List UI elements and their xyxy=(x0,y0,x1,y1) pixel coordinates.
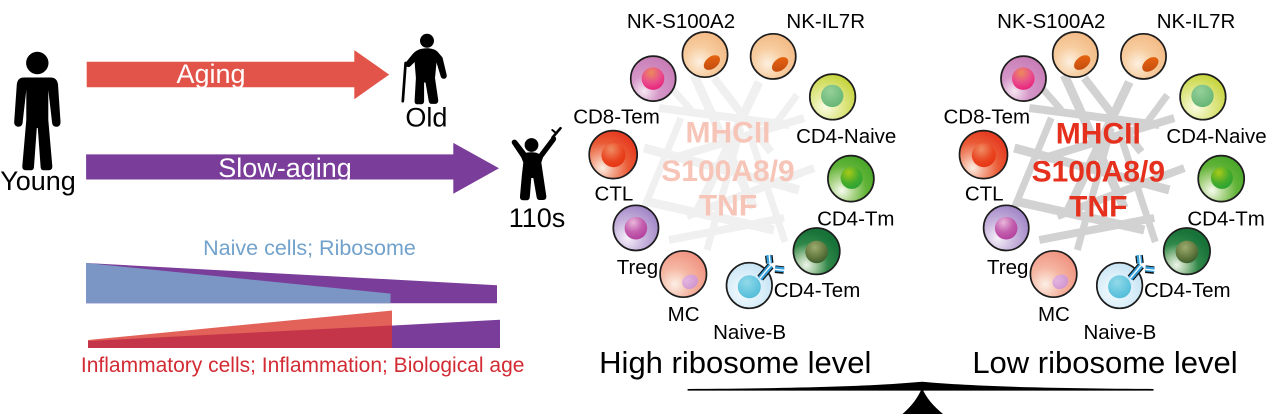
svg-text:NK-IL7R: NK-IL7R xyxy=(786,10,865,33)
svg-text:Inflammatory cells; Inflammati: Inflammatory cells; Inflammation; Biolog… xyxy=(81,354,525,377)
svg-text:CD4-Tm: CD4-Tm xyxy=(1187,208,1264,231)
svg-text:Treg: Treg xyxy=(617,256,658,279)
svg-text:CD4-Tem: CD4-Tem xyxy=(1144,279,1231,302)
svg-text:MHCII: MHCII xyxy=(686,117,771,150)
svg-text:S100A8/9: S100A8/9 xyxy=(1032,156,1165,189)
svg-text:Naive-B: Naive-B xyxy=(713,321,786,344)
svg-text:Naive cells; Ribosome: Naive cells; Ribosome xyxy=(203,236,416,260)
svg-text:110s: 110s xyxy=(509,203,566,233)
svg-text:High ribosome level: High ribosome level xyxy=(599,345,871,380)
svg-text:CD8-Tem: CD8-Tem xyxy=(573,106,660,129)
svg-text:NK-S100A2: NK-S100A2 xyxy=(627,10,735,33)
svg-text:NK-IL7R: NK-IL7R xyxy=(1157,10,1236,33)
svg-text:Old: Old xyxy=(405,102,447,132)
svg-text:MC: MC xyxy=(668,303,700,326)
svg-text:Slow-aging: Slow-aging xyxy=(218,153,352,183)
svg-text:NK-S100A2: NK-S100A2 xyxy=(997,10,1105,33)
svg-text:MHCII: MHCII xyxy=(1056,118,1141,151)
svg-text:CD4-Tm: CD4-Tm xyxy=(817,208,894,231)
svg-text:CTL: CTL xyxy=(965,183,1004,206)
svg-text:CD4-Naive: CD4-Naive xyxy=(796,125,896,148)
svg-text:Young: Young xyxy=(0,166,76,196)
svg-text:Aging: Aging xyxy=(176,59,245,89)
svg-text:Naive-B: Naive-B xyxy=(1083,321,1156,344)
svg-text:TNF: TNF xyxy=(1069,191,1127,224)
svg-text:S100A8/9: S100A8/9 xyxy=(661,155,794,188)
svg-text:TNF: TNF xyxy=(699,190,757,223)
svg-text:CD4-Naive: CD4-Naive xyxy=(1166,125,1266,148)
svg-text:Treg: Treg xyxy=(987,256,1028,279)
svg-text:CTL: CTL xyxy=(595,183,634,206)
svg-text:CD4-Tem: CD4-Tem xyxy=(774,279,861,302)
svg-text:CD8-Tem: CD8-Tem xyxy=(944,106,1031,129)
svg-text:Low ribosome level: Low ribosome level xyxy=(972,345,1237,380)
svg-text:MC: MC xyxy=(1038,303,1070,326)
